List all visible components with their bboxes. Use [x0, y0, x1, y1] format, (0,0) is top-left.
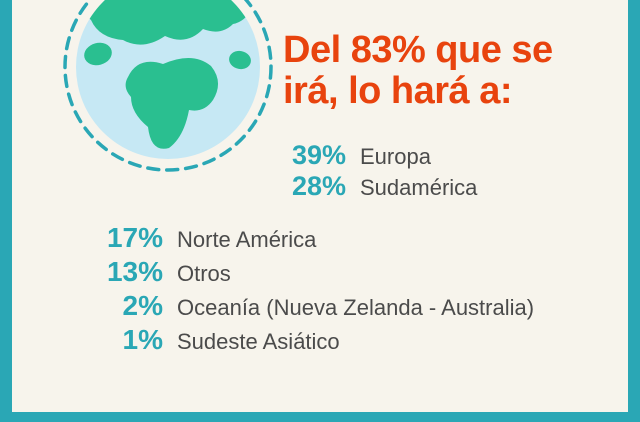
- stat-row-sudeste-asiatico: 1% Sudeste Asiático: [55, 324, 534, 358]
- stat-percent: 2%: [122, 290, 163, 321]
- headline-line2: irá, lo hará a:: [283, 70, 513, 113]
- stat-label: Sudamérica: [360, 175, 478, 200]
- stats-bottom-group: 17% Norte América 13% Otros 2% Oceanía (…: [55, 222, 534, 358]
- stat-row-norte-america: 17% Norte América: [55, 222, 534, 256]
- stat-row-europa: 39% Europa: [258, 140, 477, 171]
- stat-label: Europa: [360, 144, 431, 169]
- stat-label: Norte América: [177, 227, 317, 252]
- stat-percent: 13%: [106, 256, 163, 287]
- stat-percent: 28%: [291, 171, 346, 201]
- stat-label: Sudeste Asiático: [177, 329, 340, 354]
- globe-icon: [63, 0, 273, 172]
- stat-row-sudamerica: 28% Sudamérica: [258, 171, 477, 202]
- globe-dashed-ring: [63, 0, 273, 172]
- stat-percent: 17%: [106, 222, 163, 253]
- globe-landmass: [76, 0, 253, 149]
- right-border: [628, 0, 640, 422]
- headline: Del 83% que se irá, lo hará a:: [283, 29, 553, 113]
- stat-row-otros: 13% Otros: [55, 256, 534, 290]
- stat-label: Otros: [177, 261, 231, 286]
- stat-label: Oceanía (Nueva Zelanda - Australia): [177, 295, 535, 320]
- stat-row-oceania: 2% Oceanía (Nueva Zelanda - Australia): [55, 290, 535, 324]
- headline-line1: Del 83% que se: [283, 29, 553, 71]
- stat-percent: 1%: [122, 324, 163, 355]
- left-border: [0, 0, 12, 422]
- stat-percent: 39%: [291, 140, 346, 170]
- bottom-border: [0, 412, 640, 422]
- stats-top-group: 39% Europa 28% Sudamérica: [258, 140, 477, 202]
